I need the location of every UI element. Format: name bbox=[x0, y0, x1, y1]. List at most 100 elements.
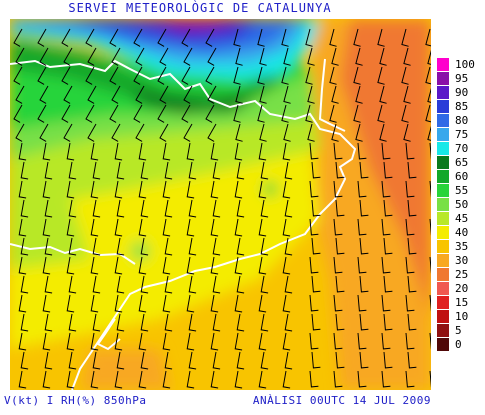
wind-barb bbox=[140, 275, 149, 294]
legend-label: 5 bbox=[455, 324, 462, 337]
wind-barb bbox=[311, 237, 321, 255]
wind-barb bbox=[335, 199, 345, 217]
wind-barb bbox=[18, 142, 27, 161]
wind-barb bbox=[236, 199, 245, 218]
wind-barb bbox=[92, 275, 101, 294]
wind-barb bbox=[359, 351, 369, 369]
wind-barb bbox=[234, 256, 243, 275]
legend-row: 0 bbox=[437, 338, 485, 351]
wind-barb bbox=[210, 332, 219, 351]
wind-barb bbox=[405, 370, 415, 388]
wind-barb bbox=[212, 237, 221, 256]
wind-barb bbox=[383, 161, 393, 179]
wind-barb bbox=[259, 85, 267, 104]
legend-label: 40 bbox=[455, 226, 469, 239]
wind-barb bbox=[109, 66, 119, 85]
wind-barb bbox=[183, 123, 193, 142]
wind-barb bbox=[401, 28, 409, 47]
wind-barb bbox=[284, 161, 293, 180]
wind-barb bbox=[92, 351, 101, 370]
wind-barb bbox=[90, 332, 99, 351]
wind-barb bbox=[407, 199, 417, 217]
wind-barb bbox=[284, 275, 293, 294]
wind-barb bbox=[162, 256, 171, 275]
wind-barb bbox=[309, 370, 319, 388]
legend-row: 90 bbox=[437, 86, 485, 99]
wind-barb bbox=[429, 294, 431, 312]
wind-barb bbox=[212, 161, 221, 180]
wind-barb bbox=[258, 332, 267, 351]
wind-barb bbox=[114, 332, 123, 351]
wind-barb bbox=[282, 370, 291, 389]
wind-barb bbox=[405, 294, 415, 312]
wind-barb bbox=[116, 237, 125, 256]
legend-label: 20 bbox=[455, 282, 469, 295]
legend-swatch bbox=[437, 100, 449, 113]
wind-barb bbox=[66, 180, 75, 199]
wind-barb bbox=[13, 104, 23, 123]
wind-barb bbox=[85, 28, 95, 47]
wind-barb bbox=[258, 218, 267, 237]
wind-barb bbox=[282, 142, 291, 161]
wind-barb bbox=[359, 237, 369, 255]
wind-barb bbox=[63, 123, 73, 142]
wind-barb bbox=[282, 332, 291, 351]
wind-barb bbox=[281, 66, 289, 85]
wind-barb bbox=[405, 180, 415, 198]
legend-row: 85 bbox=[437, 100, 485, 113]
wind-barb bbox=[210, 218, 219, 237]
coastal-inlet bbox=[96, 318, 121, 351]
wind-barb bbox=[87, 47, 97, 66]
wind-barb bbox=[234, 294, 243, 313]
wind-barb bbox=[133, 104, 143, 123]
legend-swatch bbox=[437, 184, 449, 197]
wind-barb bbox=[383, 351, 393, 369]
wind-barb bbox=[13, 28, 23, 47]
map-title: SERVEI METEOROLÒGIC DE CATALUNYA bbox=[68, 1, 332, 15]
wind-barb bbox=[381, 180, 391, 198]
wind-barb bbox=[42, 180, 51, 199]
legend-label: 85 bbox=[455, 100, 469, 113]
wind-barb bbox=[311, 313, 321, 331]
legend-swatch bbox=[437, 128, 449, 141]
wind-barb bbox=[335, 313, 345, 331]
wind-barb bbox=[133, 66, 143, 85]
wind-barb bbox=[111, 123, 121, 142]
wind-barb bbox=[20, 199, 29, 218]
legend-row: 95 bbox=[437, 72, 485, 85]
legend-swatch bbox=[437, 198, 449, 211]
wind-barb bbox=[111, 85, 121, 104]
wind-barb bbox=[377, 28, 385, 47]
wind-barb bbox=[357, 332, 367, 350]
legend-label: 65 bbox=[455, 156, 469, 169]
wind-barb bbox=[236, 161, 245, 180]
wind-barb bbox=[359, 161, 369, 179]
wind-barb bbox=[90, 180, 99, 199]
wind-barb bbox=[355, 85, 363, 104]
wind-barb bbox=[309, 142, 319, 160]
legend-swatch bbox=[437, 86, 449, 99]
legend-row: 35 bbox=[437, 240, 485, 253]
wind-barb bbox=[92, 161, 101, 180]
wind-barb bbox=[92, 313, 101, 332]
wind-barb bbox=[283, 85, 291, 104]
wind-barb bbox=[138, 370, 147, 389]
wind-barb bbox=[186, 180, 195, 199]
wind-barb bbox=[212, 351, 221, 370]
wind-barb bbox=[42, 256, 51, 275]
wind-barb bbox=[66, 294, 75, 313]
wind-barb bbox=[61, 104, 71, 123]
legend-row: 5 bbox=[437, 324, 485, 337]
wind-barb bbox=[140, 237, 149, 256]
wind-barb bbox=[403, 123, 411, 142]
wind-barb bbox=[44, 237, 53, 256]
wind-barb bbox=[44, 161, 53, 180]
wind-barb bbox=[157, 66, 167, 85]
legend-row: 60 bbox=[437, 170, 485, 183]
wind-barb bbox=[429, 370, 431, 388]
legend-row: 40 bbox=[437, 226, 485, 239]
wind-barb bbox=[284, 237, 293, 256]
wind-barb bbox=[138, 218, 147, 237]
wind-barb bbox=[207, 47, 217, 66]
wind-barb bbox=[188, 161, 197, 180]
